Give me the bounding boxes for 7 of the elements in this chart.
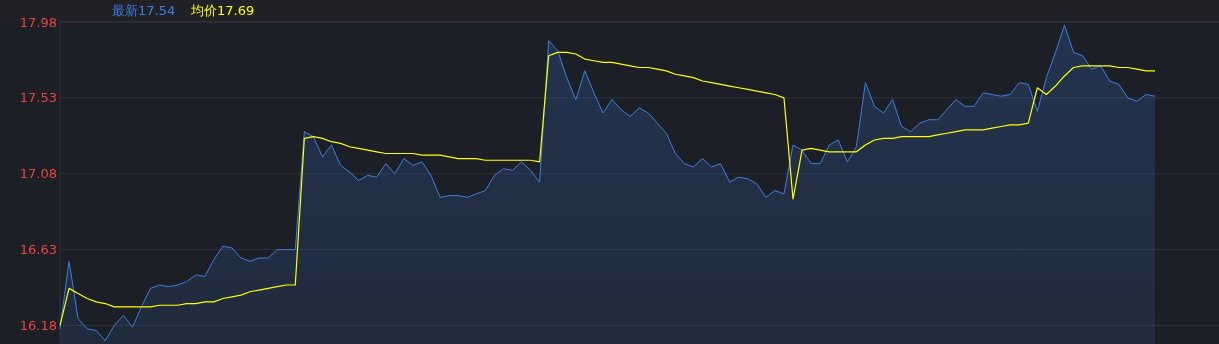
text: 最新17.54 [112,3,176,18]
y-tick-label: 17.53 [19,90,57,106]
text: 均价17.69 [190,3,255,18]
y-tick-label: 16.63 [19,242,57,258]
y-tick-label: 16.18 [19,317,57,333]
y-tick-label: 17.98 [19,14,57,30]
y-tick-label: 17.08 [19,166,57,182]
